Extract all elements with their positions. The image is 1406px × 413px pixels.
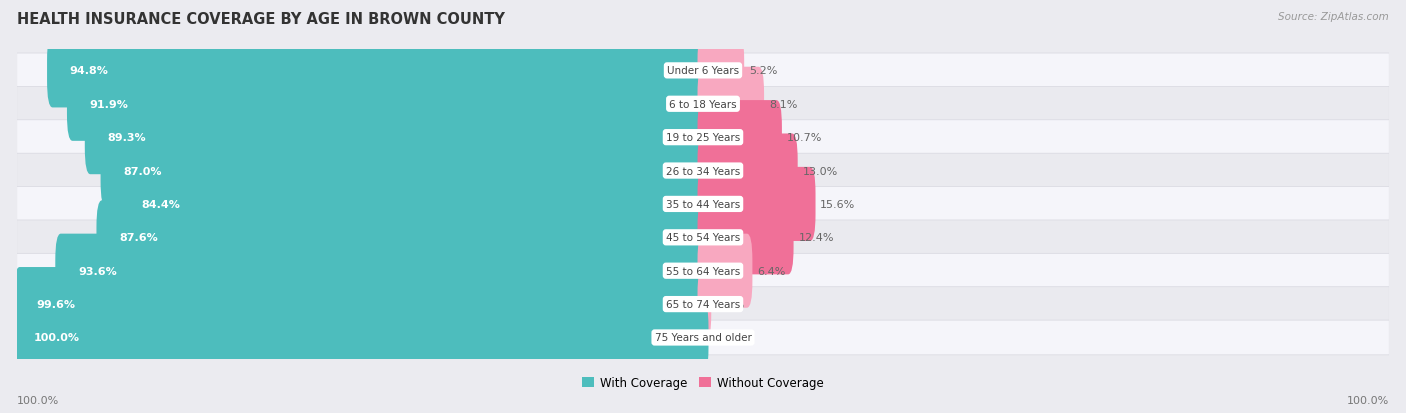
Text: 87.0%: 87.0% (124, 166, 162, 176)
FancyBboxPatch shape (17, 154, 1389, 188)
Text: 35 to 44 Years: 35 to 44 Years (666, 199, 740, 209)
Text: 0.0%: 0.0% (713, 333, 741, 343)
FancyBboxPatch shape (118, 167, 709, 242)
Text: 26 to 34 Years: 26 to 34 Years (666, 166, 740, 176)
FancyBboxPatch shape (101, 134, 709, 208)
FancyBboxPatch shape (697, 267, 711, 341)
Text: 0.4%: 0.4% (716, 299, 744, 309)
Text: 89.3%: 89.3% (107, 133, 146, 143)
Text: 13.0%: 13.0% (803, 166, 838, 176)
FancyBboxPatch shape (697, 234, 752, 308)
Text: 84.4%: 84.4% (141, 199, 180, 209)
Text: 6 to 18 Years: 6 to 18 Years (669, 100, 737, 109)
Text: 55 to 64 Years: 55 to 64 Years (666, 266, 740, 276)
FancyBboxPatch shape (11, 301, 709, 375)
FancyBboxPatch shape (17, 54, 1389, 88)
FancyBboxPatch shape (697, 134, 797, 208)
Text: Under 6 Years: Under 6 Years (666, 66, 740, 76)
Legend: With Coverage, Without Coverage: With Coverage, Without Coverage (578, 371, 828, 394)
FancyBboxPatch shape (17, 287, 1389, 322)
FancyBboxPatch shape (697, 68, 763, 142)
Text: 100.0%: 100.0% (1347, 395, 1389, 405)
Text: Source: ZipAtlas.com: Source: ZipAtlas.com (1278, 12, 1389, 22)
FancyBboxPatch shape (697, 201, 793, 275)
FancyBboxPatch shape (84, 101, 709, 175)
Text: 99.6%: 99.6% (37, 299, 76, 309)
FancyBboxPatch shape (46, 34, 709, 108)
Text: 45 to 54 Years: 45 to 54 Years (666, 233, 740, 243)
FancyBboxPatch shape (67, 68, 709, 142)
FancyBboxPatch shape (697, 101, 782, 175)
Text: 15.6%: 15.6% (820, 199, 856, 209)
Text: HEALTH INSURANCE COVERAGE BY AGE IN BROWN COUNTY: HEALTH INSURANCE COVERAGE BY AGE IN BROW… (17, 12, 505, 27)
Text: 100.0%: 100.0% (17, 395, 59, 405)
FancyBboxPatch shape (17, 221, 1389, 255)
FancyBboxPatch shape (14, 267, 709, 341)
Text: 65 to 74 Years: 65 to 74 Years (666, 299, 740, 309)
Text: 75 Years and older: 75 Years and older (655, 333, 751, 343)
FancyBboxPatch shape (55, 234, 709, 308)
FancyBboxPatch shape (97, 201, 709, 275)
FancyBboxPatch shape (17, 121, 1389, 155)
Text: 19 to 25 Years: 19 to 25 Years (666, 133, 740, 143)
Text: 12.4%: 12.4% (799, 233, 834, 243)
Text: 5.2%: 5.2% (749, 66, 778, 76)
FancyBboxPatch shape (697, 34, 744, 108)
FancyBboxPatch shape (17, 254, 1389, 288)
FancyBboxPatch shape (697, 167, 815, 242)
FancyBboxPatch shape (17, 320, 1389, 355)
Text: 91.9%: 91.9% (90, 100, 128, 109)
Text: 8.1%: 8.1% (769, 100, 797, 109)
Text: 93.6%: 93.6% (77, 266, 117, 276)
Text: 6.4%: 6.4% (758, 266, 786, 276)
Text: 94.8%: 94.8% (70, 66, 108, 76)
Text: 87.6%: 87.6% (120, 233, 157, 243)
FancyBboxPatch shape (17, 87, 1389, 122)
Text: 10.7%: 10.7% (787, 133, 823, 143)
Text: 100.0%: 100.0% (34, 333, 80, 343)
FancyBboxPatch shape (17, 187, 1389, 222)
